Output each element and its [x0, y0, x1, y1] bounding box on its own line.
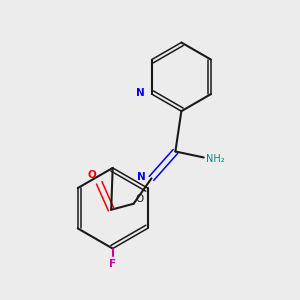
Text: N: N [137, 172, 146, 182]
Text: O: O [88, 170, 96, 180]
Text: NH₂: NH₂ [206, 154, 225, 164]
Text: O: O [135, 194, 143, 204]
Text: F: F [109, 259, 116, 269]
Text: N: N [136, 88, 145, 98]
